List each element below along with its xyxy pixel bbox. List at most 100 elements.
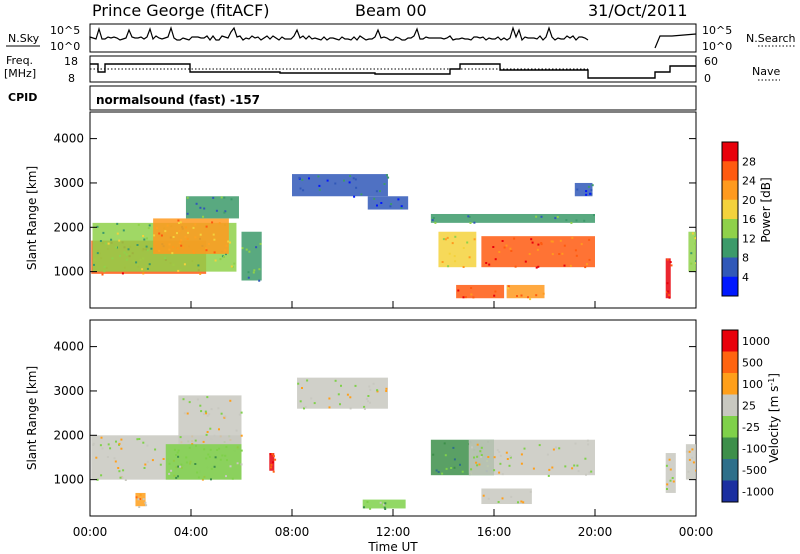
heatmap-cell [354, 384, 357, 387]
heatmap-cell [691, 232, 694, 235]
heatmap-cell [301, 387, 303, 389]
heatmap-cell [186, 196, 189, 199]
heatmap-cell [272, 455, 275, 458]
heatmap-cell [240, 434, 243, 437]
heatmap-cell [524, 260, 527, 263]
heatmap-cell [445, 467, 448, 470]
nsky-trace [89, 26, 697, 49]
power-colorbar: 4 8 12 16 20 24 28 [721, 141, 756, 297]
heatmap-cell [570, 221, 573, 224]
heatmap-cell [400, 205, 403, 208]
heatmap-cell [229, 241, 231, 244]
heatmap-cell [494, 258, 497, 261]
heatmap-cell [318, 188, 321, 191]
heatmap-cell [444, 238, 447, 241]
heatmap-cell [136, 438, 139, 441]
heatmap-cell [454, 235, 457, 238]
heatmap-cell [695, 261, 696, 264]
heatmap-cell [177, 455, 180, 458]
x-tick-label: 20:00 [578, 525, 613, 539]
nsearch-tick-bottom: 10^0 [702, 40, 732, 53]
heatmap-cell [363, 405, 366, 408]
heatmap-cell [385, 390, 388, 392]
heatmap-cell [687, 470, 690, 473]
heatmap-cell [470, 293, 473, 296]
heatmap-cell [503, 246, 506, 249]
colorbar-swatch [722, 142, 738, 162]
heatmap-cell [569, 264, 572, 267]
heatmap-cell [400, 206, 403, 209]
heatmap-cell [461, 470, 464, 473]
heatmap-cell [380, 202, 383, 204]
heatmap-cell [540, 215, 543, 218]
heatmap-cell [485, 262, 488, 264]
heatmap-cell [217, 407, 220, 410]
heatmap-cell [434, 221, 437, 224]
heatmap-cell [164, 257, 167, 260]
heatmap-cell [441, 261, 444, 263]
nsky-label: N.Sky [8, 32, 40, 45]
heatmap-cell [183, 263, 186, 266]
power-y-axis: 1000 2000 3000 4000 [53, 132, 696, 279]
heatmap-cell [476, 464, 479, 467]
heatmap-cell [462, 296, 465, 299]
heatmap-cell [92, 443, 95, 446]
heatmap-cell [270, 463, 273, 466]
colorbar-tick-label: -100 [742, 442, 767, 455]
heatmap-cell [185, 456, 188, 459]
heatmap-cell [105, 242, 107, 245]
heatmap-cell [144, 463, 147, 466]
heatmap-cell [209, 448, 212, 451]
heatmap-cell [390, 203, 393, 206]
y-tick-label: 3000 [53, 384, 84, 398]
heatmap-cell [270, 466, 272, 469]
heatmap-cell [383, 183, 386, 185]
heatmap-cell [173, 448, 176, 451]
heatmap-cell [118, 442, 121, 445]
heatmap-cell [468, 256, 471, 259]
heatmap-cell [123, 251, 126, 254]
heatmap-cell [146, 460, 149, 463]
heatmap-cell [574, 442, 577, 445]
heatmap-cell [225, 475, 227, 478]
heatmap-cell [387, 176, 390, 179]
heatmap-cell [139, 498, 142, 500]
heatmap-cell [523, 447, 526, 450]
heatmap-cell [695, 260, 696, 263]
heatmap-cell [223, 211, 226, 214]
heatmap-region [292, 174, 388, 197]
colorbar-tick-label: -500 [742, 464, 767, 477]
heatmap-cell [210, 478, 212, 481]
date-title: 31/Oct/2011 [588, 1, 688, 20]
heatmap-cell [365, 397, 368, 400]
heatmap-cell [226, 459, 228, 462]
heatmap-cell [692, 461, 695, 464]
heatmap-cell [177, 269, 180, 272]
heatmap-cell [446, 236, 449, 239]
heatmap-cell [135, 261, 138, 264]
heatmap-cell [666, 483, 669, 486]
heatmap-cell [192, 226, 195, 229]
heatmap-cell [154, 448, 157, 451]
heatmap-cell [537, 265, 540, 268]
heatmap-cell [135, 496, 138, 499]
heatmap-cell [215, 209, 218, 212]
heatmap-region [178, 395, 242, 445]
heatmap-cell [586, 263, 588, 266]
heatmap-cell [240, 449, 243, 452]
heatmap-cell [176, 451, 179, 454]
heatmap-cell [258, 279, 261, 282]
heatmap-cell [450, 467, 453, 469]
heatmap-cell [179, 240, 182, 243]
heatmap-cell [96, 225, 99, 228]
heatmap-cell [210, 408, 213, 411]
time-x-label: Time UT [367, 540, 418, 554]
heatmap-cell [101, 273, 104, 276]
colorbar-swatch [722, 219, 738, 239]
x-tick-label: 04:00 [174, 525, 209, 539]
heatmap-cell [590, 189, 593, 192]
heatmap-cell [695, 469, 696, 472]
heatmap-cell [453, 255, 456, 258]
station-title: Prince George (fitACF) [92, 1, 270, 20]
heatmap-cell [522, 501, 525, 504]
